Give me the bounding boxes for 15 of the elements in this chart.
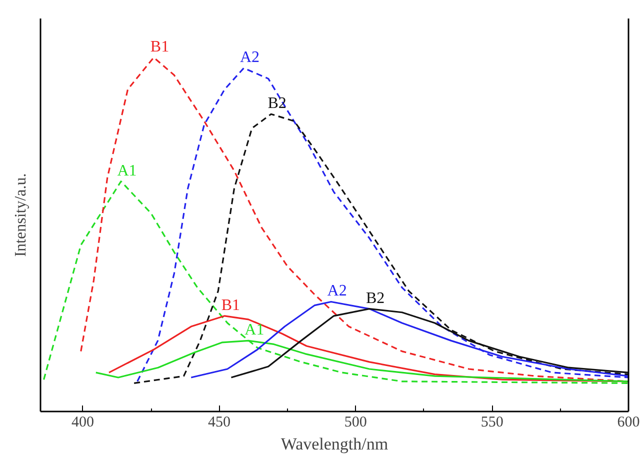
series-label: A2 bbox=[240, 49, 260, 66]
series-label: B2 bbox=[268, 95, 286, 112]
x-tick-label: 450 bbox=[208, 414, 230, 430]
series-label: B1 bbox=[150, 38, 170, 56]
series-label: A1 bbox=[117, 162, 137, 180]
x-tick-label: 400 bbox=[72, 414, 94, 430]
series-label: A2 bbox=[327, 282, 347, 300]
x-axis-title: Wavelength/nm bbox=[280, 434, 388, 454]
x-tick-label: 550 bbox=[480, 414, 504, 430]
series-label: B1 bbox=[221, 296, 240, 314]
x-tick-label: 500 bbox=[344, 414, 367, 430]
y-axis-title: Intensity/a.u. bbox=[12, 173, 30, 257]
series-label: B2 bbox=[366, 290, 385, 307]
x-tick-label: 600 bbox=[617, 414, 640, 430]
series-label: A1 bbox=[244, 322, 264, 339]
